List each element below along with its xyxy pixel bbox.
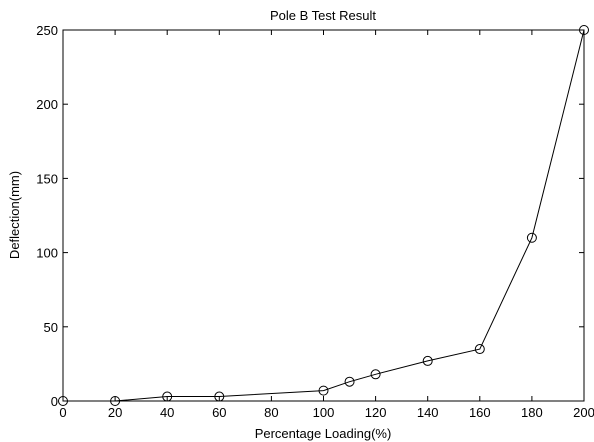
x-tick-label: 160 — [469, 405, 491, 420]
y-tick-label: 250 — [36, 23, 58, 38]
data-point — [58, 396, 68, 406]
x-tick-label: 80 — [264, 405, 278, 420]
x-tick-label: 140 — [417, 405, 439, 420]
data-point — [526, 232, 537, 243]
x-axis-label: Percentage Loading(%) — [255, 426, 392, 441]
data-point — [214, 391, 225, 402]
x-tick-label: 120 — [365, 405, 387, 420]
y-tick-label: 50 — [44, 320, 58, 335]
series-line — [63, 29, 585, 402]
y-tick-label: 200 — [36, 97, 58, 112]
tick-marks — [62, 29, 585, 402]
x-tick-label: 100 — [313, 405, 335, 420]
data-point — [344, 376, 355, 387]
x-tick-label: 180 — [521, 405, 543, 420]
chart-title: Pole B Test Result — [270, 8, 376, 23]
x-tick-label: 200 — [573, 405, 594, 420]
data-point — [579, 25, 589, 35]
x-tick-label: 40 — [160, 405, 174, 420]
data-point — [474, 344, 485, 355]
data-point — [110, 396, 121, 406]
x-tick-label: 20 — [108, 405, 122, 420]
data-markers — [58, 25, 589, 406]
x-tick-label: 60 — [212, 405, 226, 420]
data-point — [422, 355, 433, 366]
x-tick-label: 0 — [59, 405, 66, 420]
y-tick-label: 0 — [51, 394, 58, 409]
y-axis-label: Deflection(mm) — [7, 171, 22, 259]
tick-labels: 0 20 40 60 80 100 120 140 160 180 200 0 50 100 150 200 2… — [36, 23, 594, 420]
y-tick-label: 100 — [36, 246, 58, 261]
plot-area — [62, 29, 585, 402]
data-point — [318, 385, 329, 396]
data-point — [370, 369, 381, 380]
data-point — [162, 391, 173, 402]
y-tick-label: 150 — [36, 171, 58, 186]
